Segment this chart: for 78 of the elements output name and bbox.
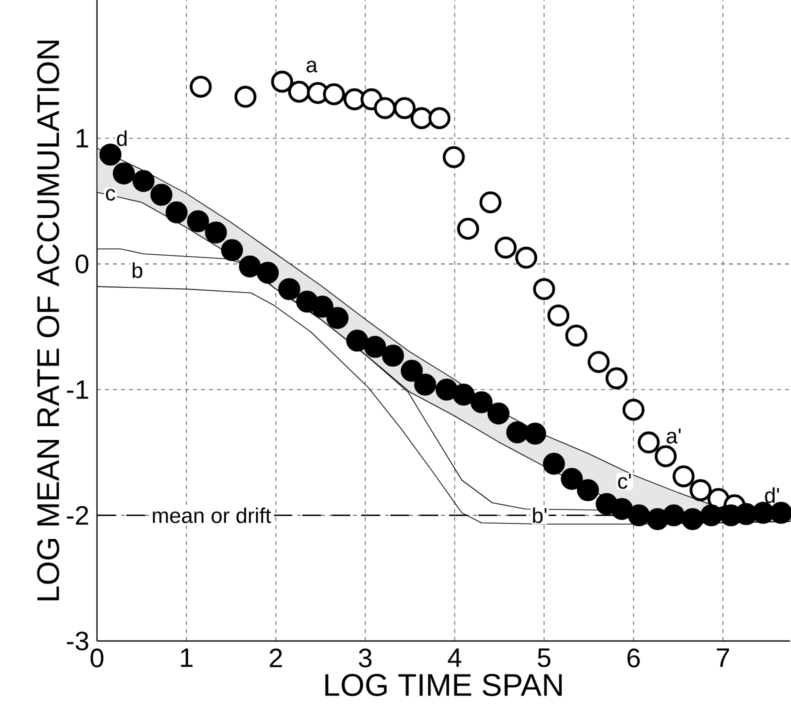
point (204, 222, 227, 244)
point (436, 378, 458, 401)
point (364, 336, 386, 358)
point (690, 479, 712, 502)
x-tick-label: 4 (448, 648, 462, 667)
point (622, 398, 645, 421)
point (271, 70, 294, 93)
point (374, 97, 396, 120)
x-tick-label: 2 (270, 648, 282, 668)
annotation: a (306, 60, 318, 72)
point (442, 146, 465, 168)
x-tick-label: 5 (538, 648, 550, 668)
point (166, 201, 188, 224)
point (457, 218, 480, 240)
annotation: a' (666, 428, 681, 444)
x-tick-label: 7 (716, 648, 730, 667)
point (628, 504, 650, 526)
point (221, 239, 244, 262)
point (322, 83, 345, 106)
point (542, 452, 565, 475)
point (382, 344, 404, 367)
x-tick-label: 1 (181, 648, 193, 667)
point (238, 255, 261, 278)
point (414, 374, 436, 396)
point (278, 278, 300, 300)
point (565, 324, 588, 347)
point (610, 498, 633, 520)
point (638, 431, 660, 454)
ref-line-label: mean or drift (152, 507, 272, 524)
point (515, 246, 538, 269)
point (560, 468, 583, 490)
point (494, 236, 517, 259)
point (506, 421, 528, 444)
point (311, 296, 334, 318)
point (700, 504, 722, 526)
point (682, 508, 704, 530)
annotation: c (106, 188, 116, 201)
point (588, 350, 610, 373)
point (234, 86, 256, 108)
point (400, 360, 423, 382)
point (190, 76, 212, 98)
point (470, 391, 493, 414)
point (326, 306, 349, 329)
annotation: b (132, 262, 142, 278)
x-tick-label: 3 (358, 648, 372, 668)
y-tick-label: 1 (76, 129, 88, 148)
annotation: d (117, 130, 127, 146)
annotation: c' (618, 474, 631, 489)
point (524, 422, 546, 445)
y-tick-label: 0 (76, 254, 88, 274)
point (487, 402, 510, 424)
point (576, 479, 599, 502)
point (479, 191, 502, 214)
y-tick-label: -3 (66, 632, 88, 650)
y-tick-label: -1 (66, 380, 88, 399)
point (662, 504, 685, 526)
point (256, 262, 279, 284)
x-axis-title: LOG TIME SPAN (325, 674, 562, 696)
point (346, 330, 368, 352)
y-tick-label: -2 (66, 506, 88, 525)
annotation: d' (765, 487, 780, 504)
point (428, 107, 450, 130)
point (288, 80, 310, 103)
point (187, 210, 210, 232)
point (132, 170, 154, 192)
point (672, 465, 695, 488)
point (394, 97, 416, 120)
x-tick-label: 6 (627, 648, 640, 668)
point (112, 162, 135, 184)
point (606, 367, 628, 390)
point (654, 445, 677, 468)
point (533, 278, 556, 300)
y-axis-title: LOG MEAN RATE OF ACCUMULATION (37, 40, 60, 600)
x-tick-label: 0 (90, 648, 104, 668)
annotation: b' (533, 507, 547, 524)
point (547, 304, 570, 326)
point (452, 384, 475, 406)
point (150, 184, 172, 206)
